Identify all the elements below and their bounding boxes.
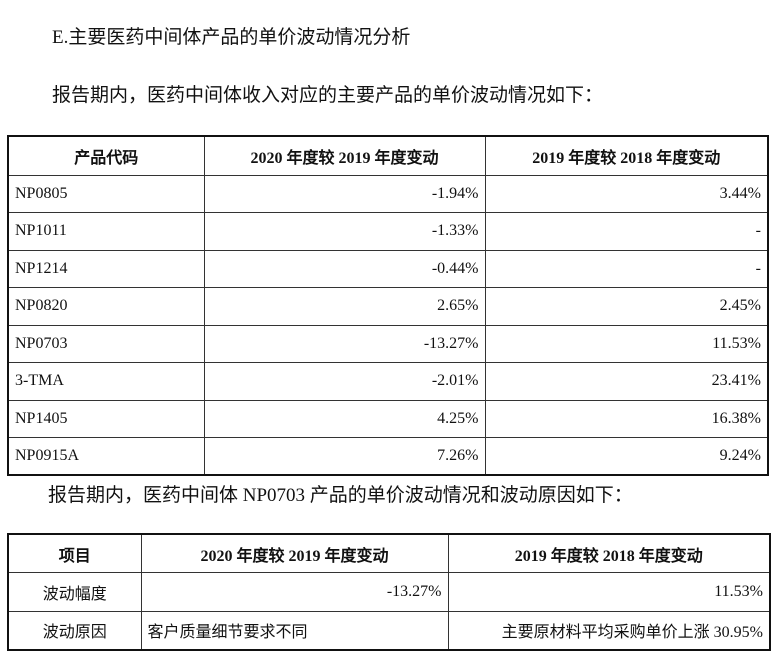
cell: 11.53% [447, 572, 771, 612]
row: NP0820 2.65% 2.45% [7, 287, 769, 326]
cell: NP0703 [7, 324, 205, 363]
cell: 11.53% [484, 324, 769, 363]
row: NP1214 -0.44% - [7, 249, 769, 288]
header-row: 项目 2020 年度较 2019 年度变动 2019 年度较 2018 年度变动 [7, 533, 771, 573]
header-cell: 2019 年度较 2018 年度变动 [484, 135, 769, 176]
cell: 23.41% [484, 362, 769, 401]
header-cell: 产品代码 [7, 135, 205, 176]
cell: -13.27% [203, 324, 486, 363]
cell: NP1214 [7, 249, 205, 288]
paragraph: 报告期内，医药中间体收入对应的主要产品的单价波动情况如下： [52, 85, 604, 106]
cell: 3.44% [484, 174, 769, 213]
paragraph: 报告期内，医药中间体 NP0703 产品的单价波动情况和波动原因如下： [48, 485, 633, 506]
cell: 4.25% [203, 399, 486, 438]
cell: NP0805 [7, 174, 205, 213]
cell: - [484, 249, 769, 288]
cell: 客户质量细节要求不同 [140, 610, 449, 650]
cell: -1.94% [203, 174, 486, 213]
cell: -1.33% [203, 212, 486, 251]
row: 波动幅度 -13.27% 11.53% [7, 572, 771, 612]
cell: 16.38% [484, 399, 769, 438]
cell: 主要原材料平均采购单价上涨 30.95% [447, 610, 771, 650]
header-cell: 2020 年度较 2019 年度变动 [140, 533, 449, 573]
cell: 3-TMA [7, 362, 205, 401]
row: 3-TMA -2.01% 23.41% [7, 362, 769, 401]
cell: NP1011 [7, 212, 205, 251]
header-cell: 2019 年度较 2018 年度变动 [447, 533, 771, 573]
cell: NP0915A [7, 437, 205, 476]
cell: -0.44% [203, 249, 486, 288]
cell: NP1405 [7, 399, 205, 438]
table: 项目 2020 年度较 2019 年度变动 2019 年度较 2018 年度变动 波动… [7, 533, 771, 651]
heading: E.主要医药中间体产品的单价波动情况分析 [52, 27, 411, 48]
header-cell: 2020 年度较 2019 年度变动 [203, 135, 486, 176]
cell: NP0820 [7, 287, 205, 326]
cell: - [484, 212, 769, 251]
row: 波动原因 客户质量细节要求不同 主要原材料平均采购单价上涨 30.95% [7, 610, 771, 650]
table: 产品代码 2020 年度较 2019 年度变动 2019 年度较 2018 年度变动… [7, 135, 769, 476]
cell: -2.01% [203, 362, 486, 401]
row: NP1405 4.25% 16.38% [7, 399, 769, 438]
row: NP0915A 7.26% 9.24% [7, 437, 769, 476]
row: NP0703 -13.27% 11.53% [7, 324, 769, 363]
row: NP0805 -1.94% 3.44% [7, 174, 769, 213]
cell: 波动原因 [7, 610, 142, 650]
cell: 2.45% [484, 287, 769, 326]
header-row: 产品代码 2020 年度较 2019 年度变动 2019 年度较 2018 年度变动 [7, 135, 769, 176]
cell: 9.24% [484, 437, 769, 476]
cell: 2.65% [203, 287, 486, 326]
cell: 7.26% [203, 437, 486, 476]
cell: 波动幅度 [7, 572, 142, 612]
cell: -13.27% [140, 572, 449, 612]
row: NP1011 -1.33% - [7, 212, 769, 251]
header-cell: 项目 [7, 533, 142, 573]
